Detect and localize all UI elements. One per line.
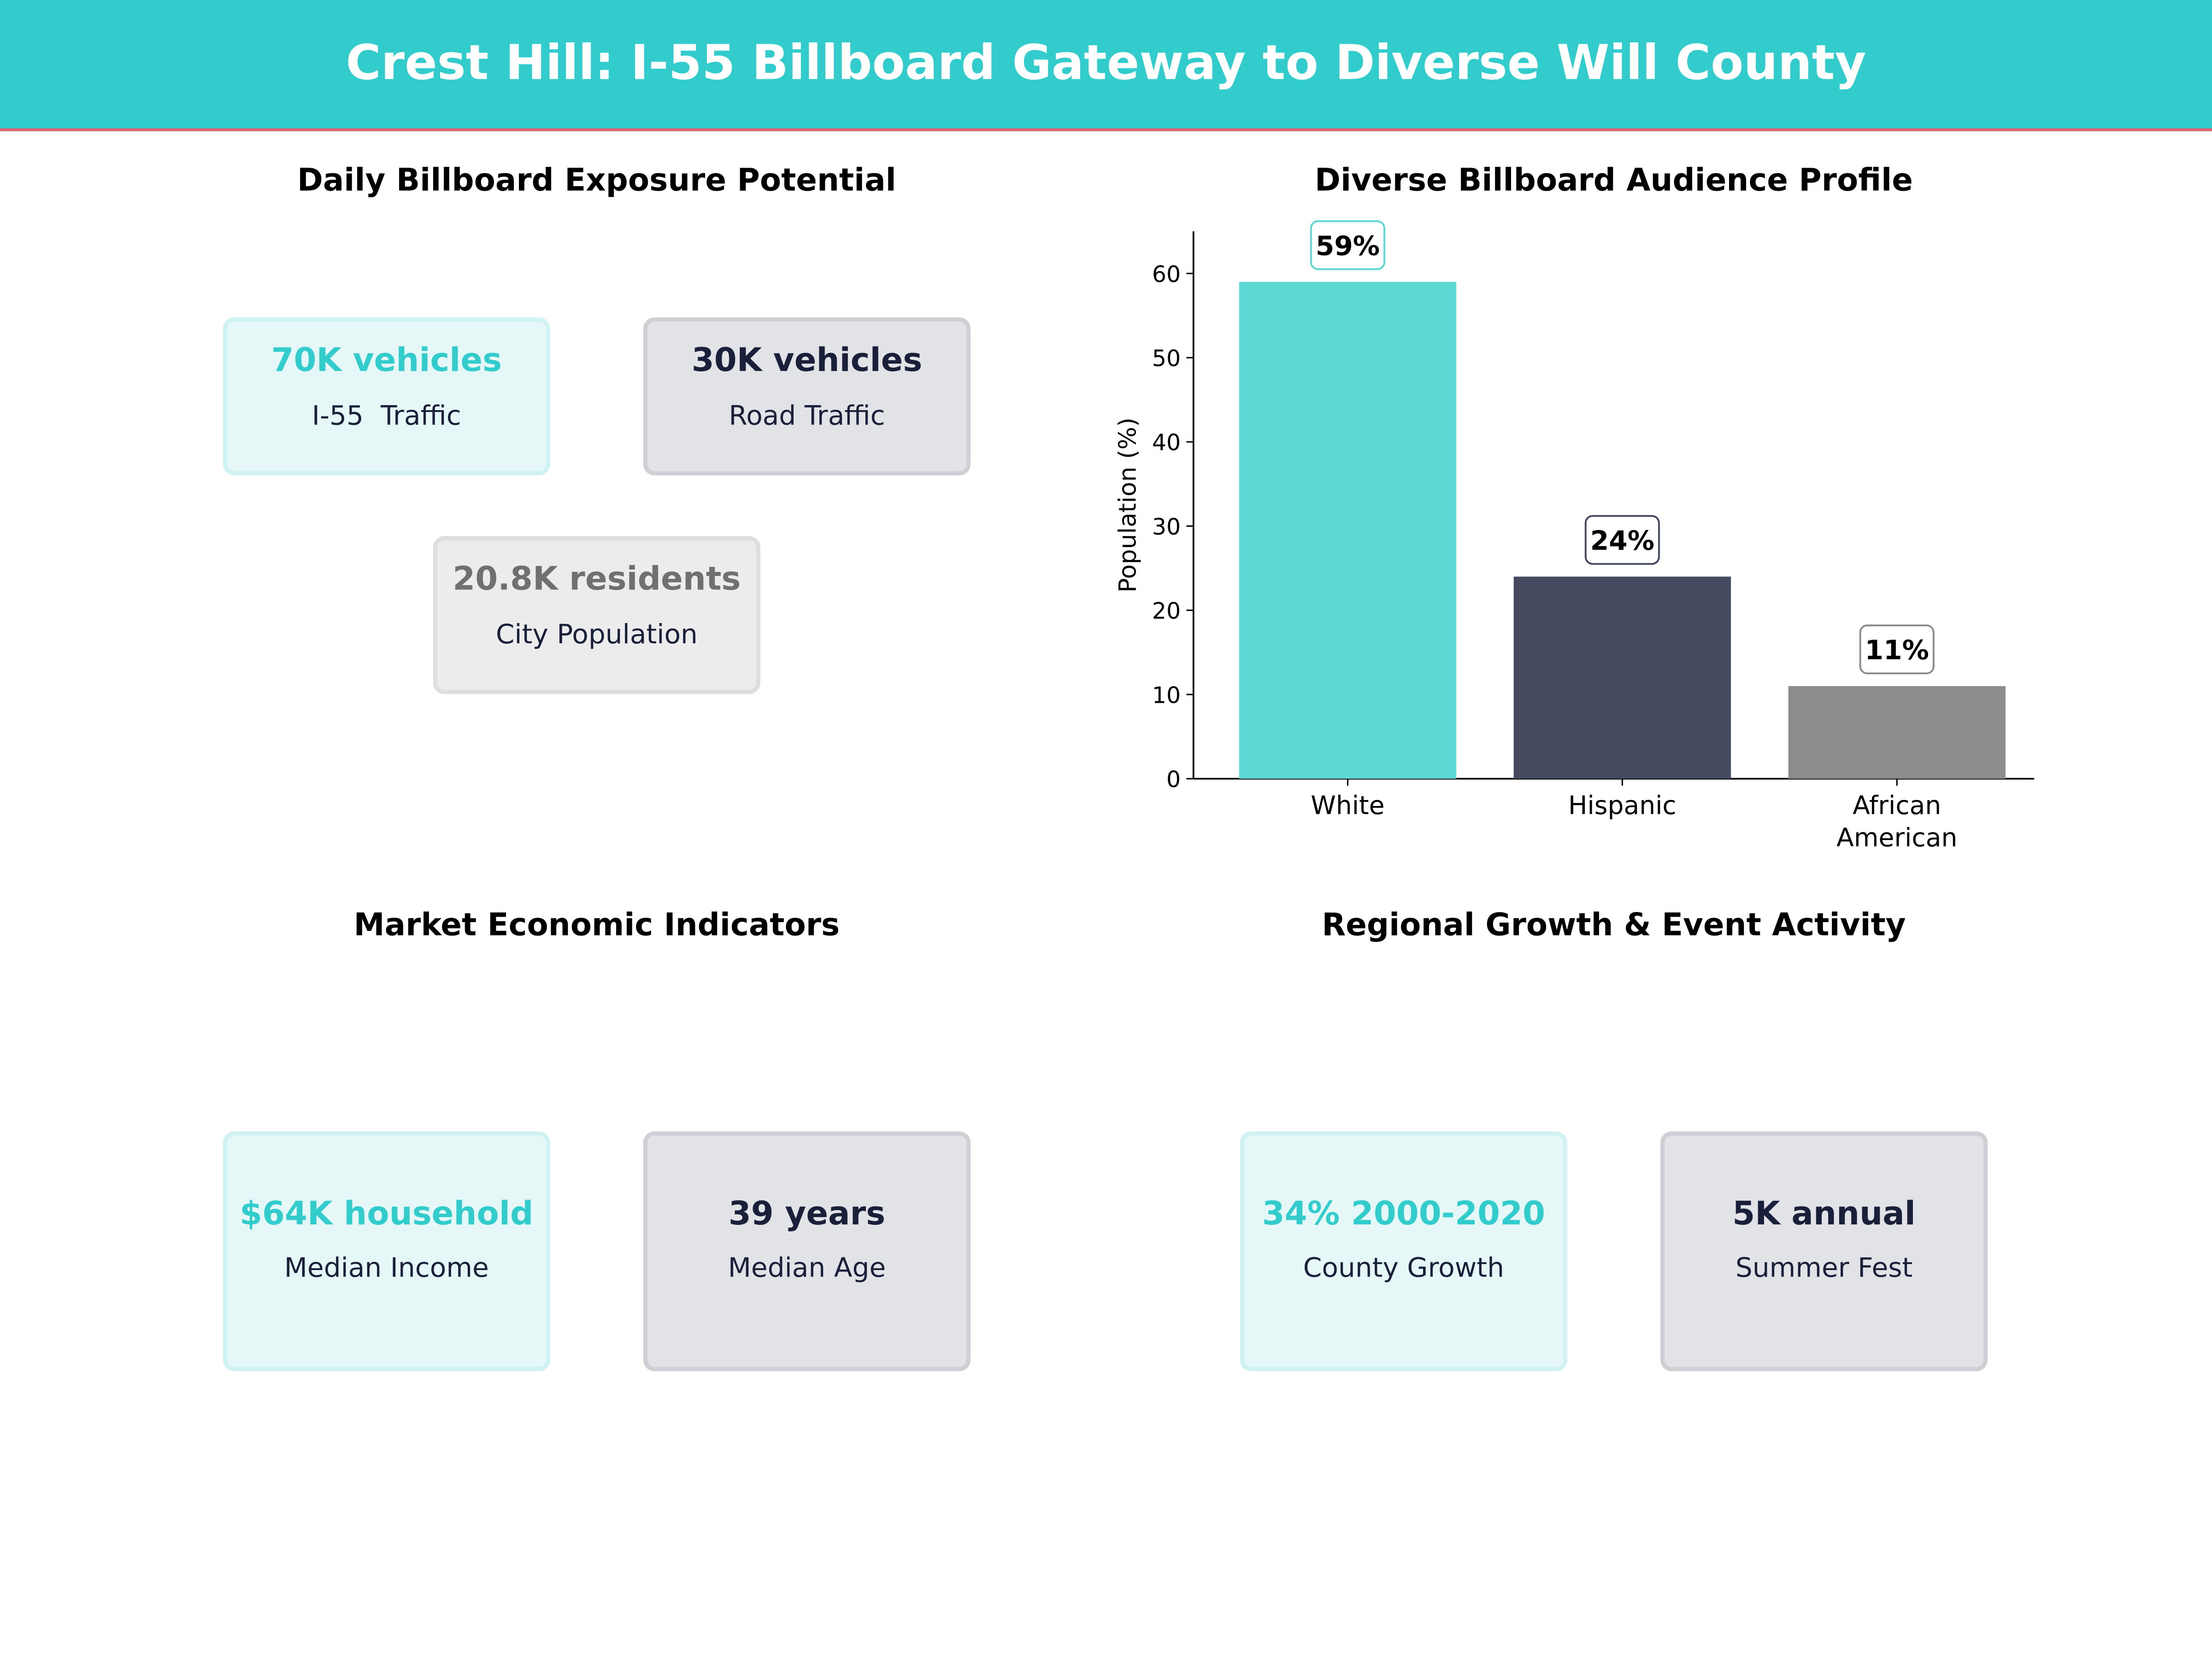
data-label: 11%	[1865, 635, 1929, 666]
data-label-box	[1859, 624, 1935, 675]
card-i55-traffic: 70K vehicles I-55 Traffic	[223, 317, 550, 476]
card-label: City Population	[495, 619, 698, 651]
x-tick-label: White	[1311, 790, 1384, 820]
card-value: 70K vehicles	[271, 342, 502, 380]
bar-1	[1513, 577, 1731, 779]
card-road-traffic: 30K vehicles Road Traffic	[643, 317, 971, 476]
card-value: $64K household	[240, 1196, 534, 1233]
data-label-box	[1310, 220, 1386, 271]
data-label-box	[1584, 515, 1660, 565]
card-value: 30K vehicles	[691, 342, 923, 380]
card-label: Road Traffic	[729, 400, 885, 432]
card-value: 20.8K residents	[453, 561, 741, 598]
card-label: Summer Fest	[1735, 1253, 1913, 1284]
bar-0	[1239, 282, 1457, 779]
card-summer-fest: 5K annual Summer Fest	[1660, 1131, 1988, 1371]
data-label: 24%	[1590, 525, 1654, 556]
card-median-income: $64K household Median Income	[223, 1131, 550, 1371]
y-tick-label: 60	[1152, 261, 1181, 288]
card-label: I-55 Traffic	[312, 400, 461, 432]
x-tick-label: American	[1836, 823, 1957, 853]
y-tick-label: 0	[1166, 766, 1181, 793]
y-tick-label: 50	[1152, 345, 1181, 371]
x-tick-label: Hispanic	[1568, 790, 1677, 820]
card-value: 34% 2000-2020	[1262, 1196, 1545, 1233]
card-value: 39 years	[728, 1196, 886, 1233]
y-tick-label: 30	[1152, 514, 1181, 540]
card-label: Median Income	[284, 1253, 489, 1284]
header-banner: Crest Hill: I-55 Billboard Gateway to Di…	[0, 0, 2212, 131]
card-median-age: 39 years Median Age	[643, 1131, 971, 1371]
y-tick-label: 40	[1152, 429, 1181, 456]
data-label: 59%	[1316, 230, 1380, 262]
economic-title: Market Economic Indicators	[353, 908, 840, 944]
growth-title: Regional Growth & Event Activity	[1322, 908, 1906, 944]
card-county-growth: 34% 2000-2020 County Growth	[1240, 1131, 1567, 1371]
x-tick-label: African	[1853, 790, 1941, 820]
card-city-population: 20.8K residents City Population	[433, 536, 760, 694]
exposure-title: Daily Billboard Exposure Potential	[297, 164, 896, 199]
y-tick-label: 10	[1152, 682, 1181, 708]
card-label: Median Age	[728, 1253, 886, 1284]
bar-2	[1788, 686, 2006, 779]
page-title: Crest Hill: I-55 Billboard Gateway to Di…	[346, 35, 1866, 92]
chart-title: Diverse Billboard Audience Profile	[1315, 164, 1913, 199]
y-tick-label: 20	[1152, 598, 1181, 624]
card-label: County Growth	[1303, 1253, 1504, 1284]
card-value: 5K annual	[1732, 1196, 1916, 1233]
y-axis-label: Population (%)	[1114, 418, 1141, 593]
